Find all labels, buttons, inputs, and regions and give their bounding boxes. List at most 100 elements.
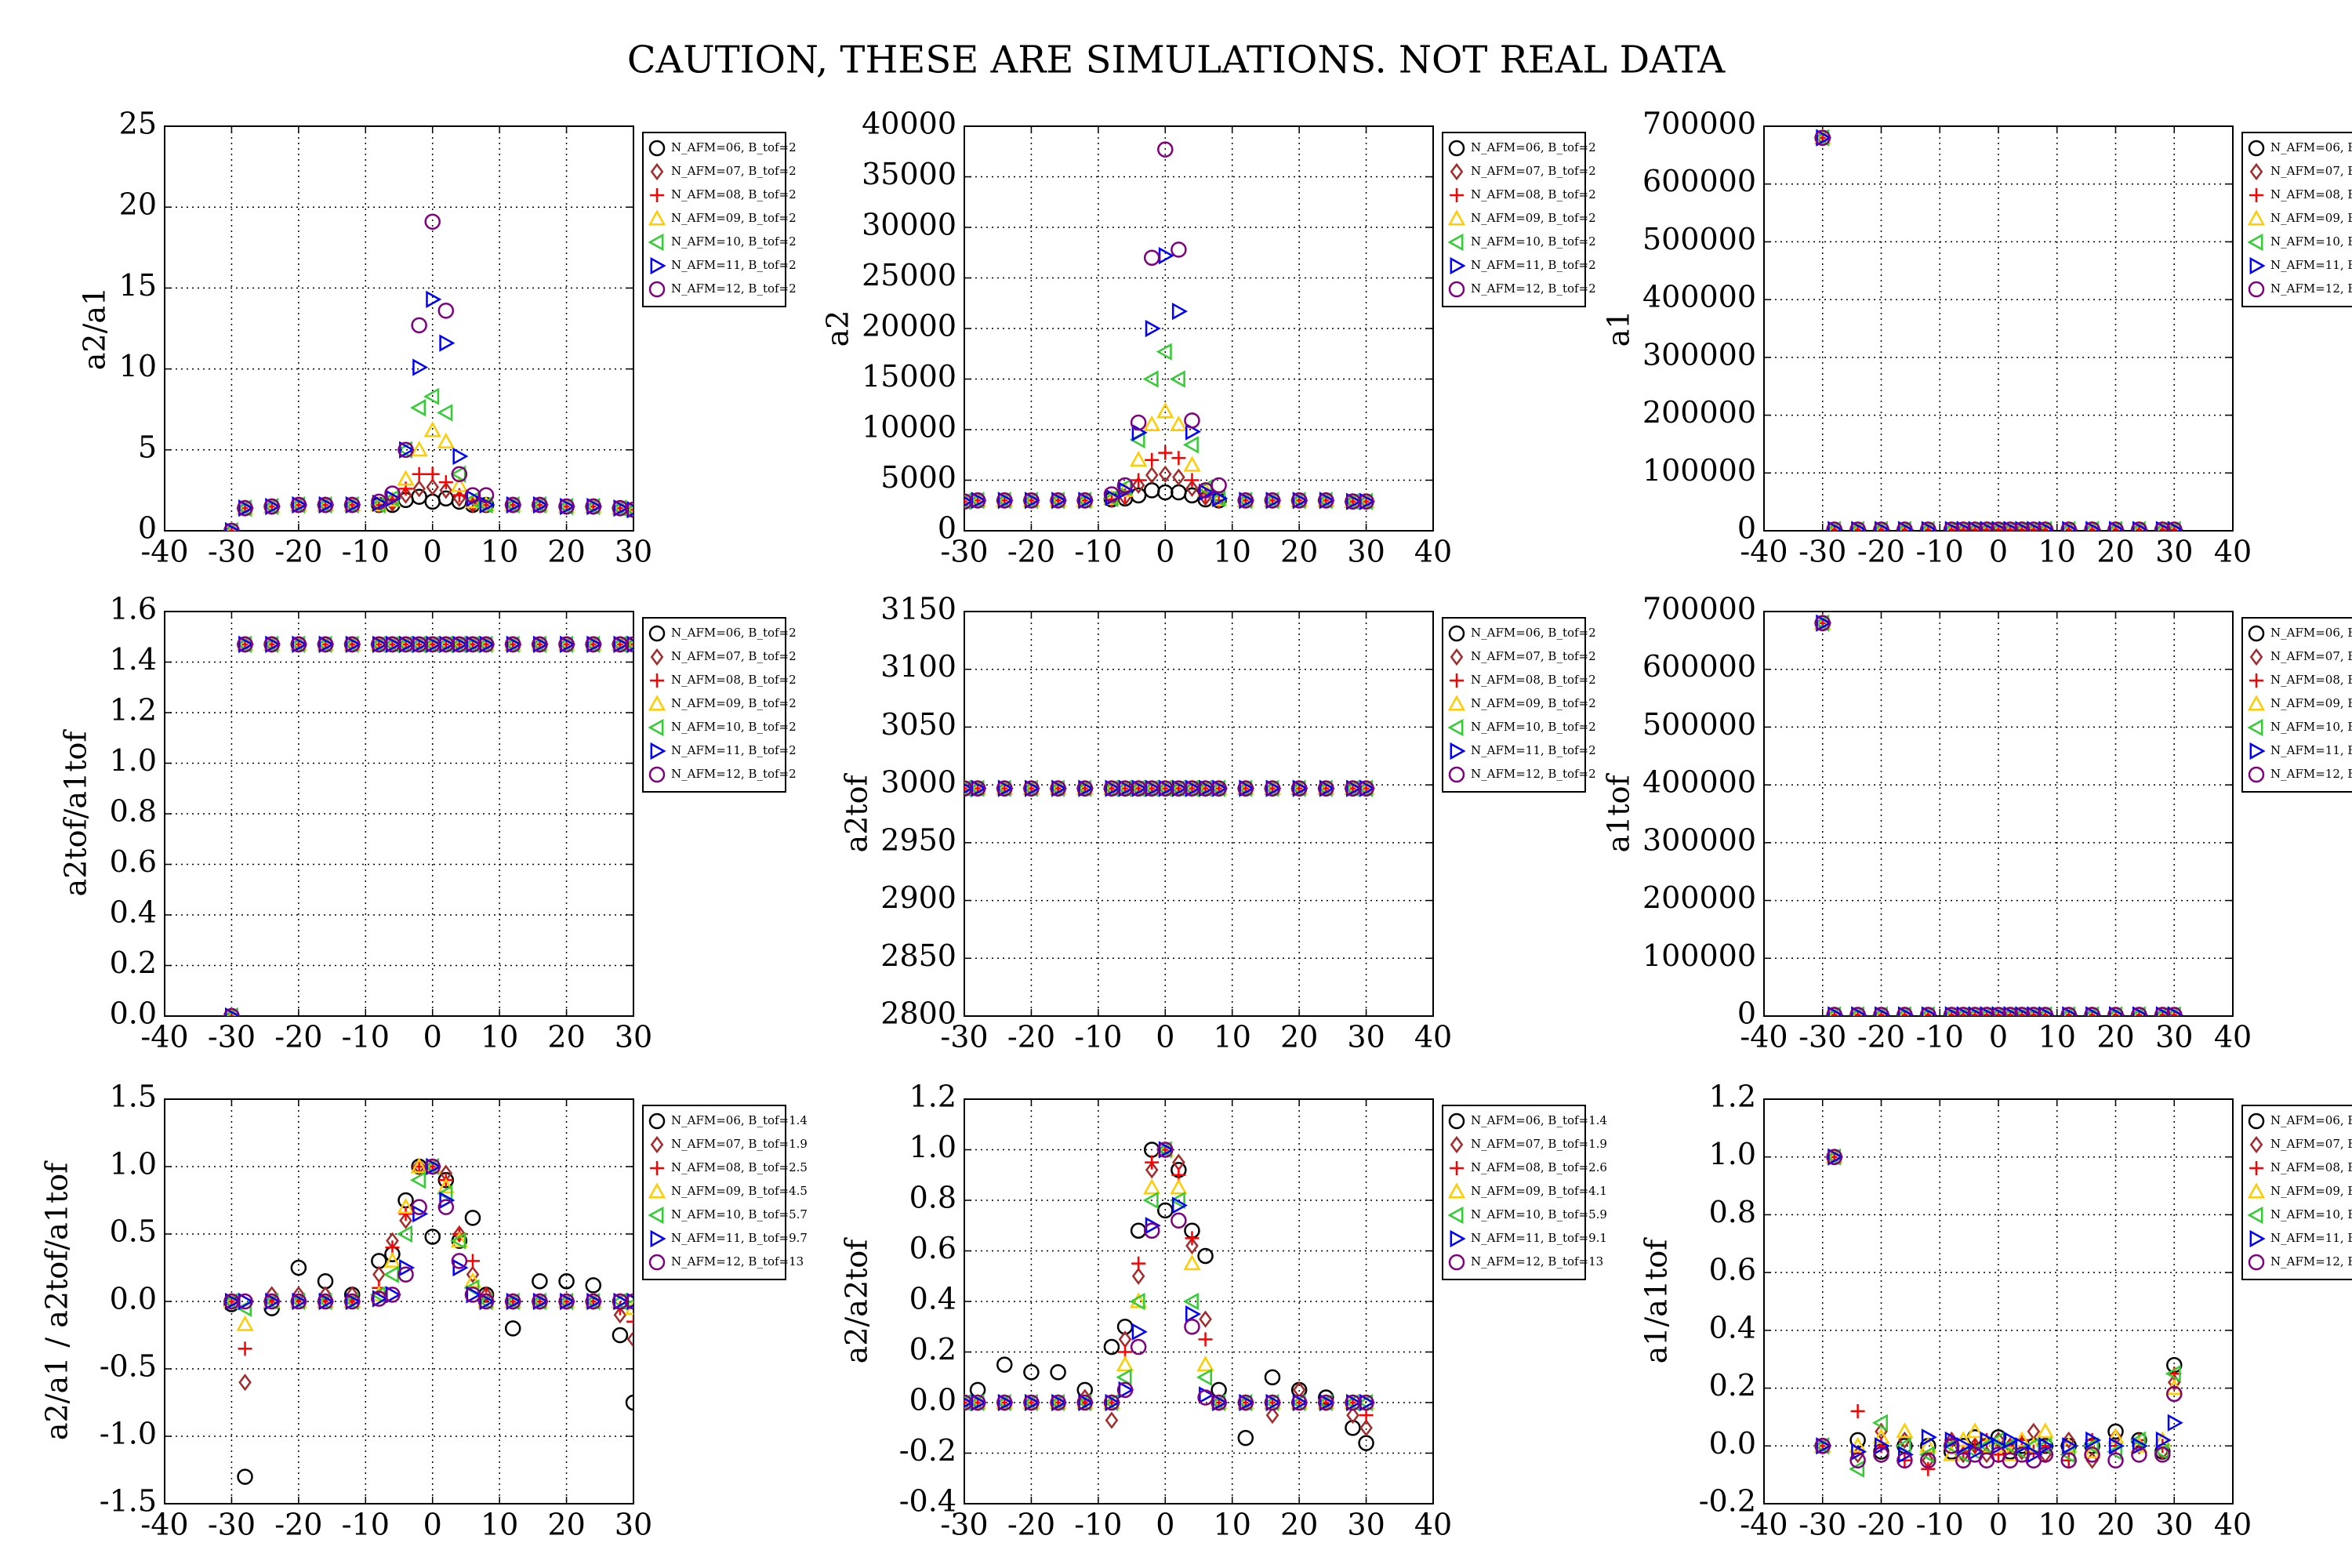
data-point [1129,1292,1148,1308]
data-point [223,522,240,531]
data-point [1945,520,1958,531]
data-point [1212,1393,1229,1412]
legend-marker [1450,1161,1464,1175]
legend-label: N_AFM=06, B_tof=2 [671,140,797,154]
x-tick-label: 40 [1414,1508,1452,1542]
data-point [1145,1155,1160,1170]
y-axis-label: a1/a1tof [1639,1237,1674,1364]
x-tick-label: -10 [1074,1508,1122,1542]
data-point [1116,478,1132,496]
data-point [997,1393,1014,1412]
y-tick-label: 100000 [1642,938,1756,973]
y-tick-label: 20000 [862,309,956,343]
data-point [1852,520,1864,531]
y-tick-label: 0.6 [1709,1253,1756,1287]
data-point [410,441,428,457]
x-tick-label: 0 [1156,535,1174,569]
data-point [964,783,974,793]
data-group [222,213,633,531]
data-point [290,636,307,653]
data-point [1849,1460,1865,1478]
legend: N_AFM=06, B N_AFM=07, B N_AFM=08, B N_AFM=0… [2241,1105,2352,1280]
legend-label: N_AFM=10, B_tof=2 [2270,720,2352,734]
data-point [452,1258,469,1277]
data-point [613,1292,630,1311]
data-point [1290,492,1308,509]
data-point [372,1290,388,1308]
data-point [1076,491,1094,507]
data-point [437,1178,455,1194]
data-point [1210,477,1227,494]
data-point [1828,520,1840,531]
legend-marker [650,648,664,666]
legend-box [642,1105,786,1280]
data-point [613,635,630,654]
legend-label: N_AFM=11, B_tof=2 [671,743,797,757]
y-tick-label: 25000 [862,258,956,292]
legend-box [642,617,786,793]
data-point [1156,343,1172,361]
data-point [996,1394,1013,1411]
data-point [2131,1446,2147,1463]
data-point [1849,1452,1866,1468]
x-tick-label: 10 [481,1508,518,1542]
y-tick-label: 0.5 [110,1214,157,1249]
y-tick-label: 2800 [880,996,956,1031]
data-point [1875,1005,1887,1016]
legend-marker [648,766,666,783]
data-point [1814,129,1831,146]
data-point [1346,492,1363,510]
data-point [1317,1393,1335,1410]
legend-marker [648,1206,664,1225]
legend-label: N_AFM=10, B_tof=2 [1471,720,1596,734]
legend-label: N_AFM=10, B_tof=2 [1471,234,1596,249]
y-tick-label: 3050 [880,707,956,742]
axes-frame [964,125,1434,532]
y-tick-label: 0 [938,511,956,546]
data-point [384,485,401,502]
data-point [625,1293,633,1310]
data-point [450,476,469,492]
data-point [1172,468,1185,486]
legend-marker [2247,233,2263,252]
x-tick-label: -30 [1798,1020,1846,1054]
data-point [1358,1435,1374,1451]
data-point [1239,492,1255,510]
data-point [2133,1005,2145,1016]
x-tick-label: -30 [208,535,256,569]
data-point [263,635,281,652]
data-point [1826,1007,1842,1016]
data-point [2004,1005,2016,1016]
x-tick-label: 40 [2214,535,2252,569]
x-tick-label: 10 [481,535,518,569]
data-point [1143,1178,1161,1195]
legend-marker [1448,1254,1465,1271]
data-point [426,1157,442,1176]
data-point [316,635,335,652]
data-point [996,780,1013,797]
data-point [1980,520,1993,531]
data-point [2169,1005,2180,1016]
y-tick-label: 1.2 [1709,1080,1756,1114]
data-point [1196,1368,1212,1386]
x-tick-label: 0 [1156,1508,1174,1542]
data-point [370,1285,388,1301]
data-point [2036,1422,2054,1439]
data-point [1826,521,1842,531]
data-point [2039,520,2052,531]
data-point [1290,779,1308,796]
x-tick-label: 40 [1414,1020,1452,1054]
data-point [412,480,426,498]
data-point [451,1253,468,1269]
data-point [1813,614,1831,630]
data-point [558,498,575,515]
legend-label: N_AFM=06, B [2270,1113,2352,1127]
data-point [1346,779,1363,797]
legend-label: N_AFM=12, B_tof=2 [671,767,797,781]
data-point [1050,1364,1066,1381]
legend-marker [2249,256,2266,275]
data-point [290,1293,307,1310]
data-point [1265,1393,1282,1412]
legend-label: N_AFM=11, B_tof=9.7 [671,1231,808,1245]
x-tick-label: -10 [342,1020,390,1054]
